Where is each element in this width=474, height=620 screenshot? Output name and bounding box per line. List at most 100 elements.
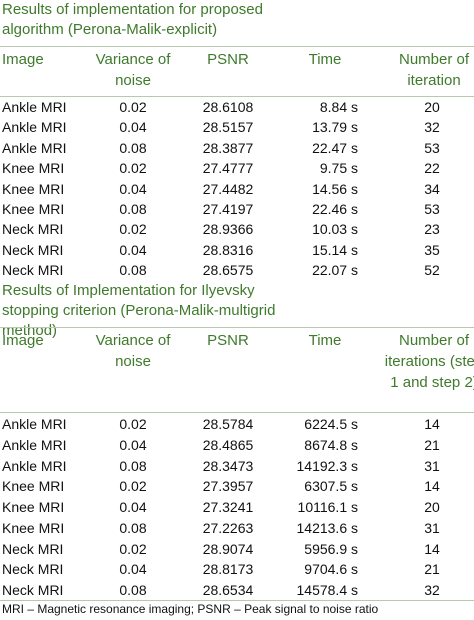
cell: 53 (424, 139, 440, 156)
cell: 27.2263 (202, 519, 254, 536)
cell: 34 (424, 180, 440, 197)
cell: 28.9366 (202, 221, 254, 238)
rule (0, 96, 474, 97)
cell: 27.4777 (202, 160, 254, 177)
cell: 0.08 (119, 201, 147, 217)
cell: 0.08 (119, 582, 147, 598)
cell: 28.8173 (202, 561, 254, 578)
cell: 23 (424, 221, 440, 238)
cell: 13.79 s (312, 119, 358, 136)
cell: Ankle MRI (2, 457, 67, 474)
cell: 5956.9 s (304, 540, 358, 557)
cell: 21 (424, 561, 440, 578)
column-header: PSNR (207, 51, 249, 68)
cell: Ankle MRI (2, 139, 67, 156)
cell: Knee MRI (2, 160, 65, 177)
cell: 0.02 (119, 540, 147, 557)
cell: 22.47 s (312, 139, 358, 156)
cell: 28.9074 (202, 540, 254, 557)
cell: Ankle MRI (2, 119, 67, 136)
cell: 35 (424, 241, 440, 258)
cell: 28.3877 (202, 139, 254, 156)
rule (0, 412, 474, 413)
cell: Neck MRI (2, 540, 64, 557)
cell: Neck MRI (2, 561, 64, 578)
column-header: Time (308, 51, 342, 68)
cell: 27.4482 (202, 180, 254, 197)
cell: Knee MRI (2, 180, 65, 197)
cell: 21 (424, 436, 440, 453)
cell: Knee MRI (2, 519, 65, 536)
section-title: Results of implementation for proposed a… (2, 1, 263, 38)
cell: 8.84 s (319, 99, 358, 115)
cell: 0.08 (119, 457, 147, 474)
cell: 10.03 s (312, 221, 358, 238)
column-header: Time (308, 332, 342, 349)
cell: 8674.8 s (304, 436, 358, 453)
cell: 20 (424, 499, 440, 515)
cell: Knee MRI (2, 499, 65, 515)
cell: 28.8316 (202, 241, 254, 258)
cell: 0.02 (119, 221, 147, 238)
cell: Neck MRI (2, 241, 64, 258)
cell: Neck MRI (2, 221, 64, 238)
cell: 0.02 (119, 99, 147, 115)
cell: Ankle MRI (2, 436, 67, 453)
cell: 0.04 (119, 180, 147, 197)
rule (0, 46, 474, 47)
cell: 6224.5 s (304, 416, 358, 432)
column-header: Image (2, 332, 44, 349)
cell: Neck MRI (2, 582, 64, 598)
column-header: Variance of noise (95, 332, 171, 370)
cell: 28.6575 (202, 262, 254, 279)
cell: 27.4197 (202, 201, 254, 217)
cell: 27.3957 (202, 478, 254, 495)
cell: Knee MRI (2, 478, 65, 495)
cell: Ankle MRI (2, 99, 67, 115)
rule (0, 600, 474, 601)
column-header: Number of iterations (step 1 and step 2) (384, 332, 474, 391)
cell: 0.08 (119, 519, 147, 536)
cell: 0.02 (119, 416, 147, 432)
cell: 28.3473 (202, 457, 254, 474)
cell: 0.04 (119, 241, 147, 258)
section-title: Results of Implementation for Ilyevsky s… (2, 282, 276, 339)
cell: 0.08 (119, 262, 147, 279)
cell: 0.04 (119, 499, 147, 515)
cell: 28.6108 (202, 99, 254, 115)
cell: Knee MRI (2, 201, 65, 217)
cell: 0.04 (119, 561, 147, 578)
cell: 52 (424, 262, 440, 279)
cell: 27.3241 (202, 499, 254, 515)
cell: 31 (424, 457, 440, 474)
cell: 15.14 s (312, 241, 358, 258)
cell: 22.07 s (312, 262, 358, 279)
cell: 0.02 (119, 478, 147, 495)
rule (0, 327, 474, 328)
cell: 10116.1 s (297, 499, 358, 515)
cell: Ankle MRI (2, 416, 67, 432)
cell: 9.75 s (319, 160, 358, 177)
cell: 22 (424, 160, 440, 177)
cell: 28.6534 (202, 582, 254, 598)
cell: 28.5157 (202, 119, 254, 136)
cell: Neck MRI (2, 262, 64, 279)
cell: 14578.4 s (296, 582, 359, 598)
cell: 32 (424, 582, 440, 598)
cell: 14.56 s (312, 180, 358, 197)
cell: 0.02 (119, 160, 147, 177)
cell: 14 (424, 540, 440, 557)
cell: 53 (424, 201, 440, 217)
cell: 14 (424, 416, 440, 432)
cell: 0.04 (119, 436, 147, 453)
cell: 9704.6 s (304, 561, 358, 578)
cell: 0.04 (119, 119, 147, 136)
cell: 28.5784 (202, 416, 254, 432)
cell: 31 (424, 519, 440, 536)
cell: 32 (424, 119, 440, 136)
cell: 20 (424, 99, 440, 115)
cell: 14192.3 s (296, 457, 359, 474)
footnote: MRI – Magnetic resonance imaging; PSNR –… (2, 602, 379, 616)
column-header: Number of iteration (398, 51, 470, 89)
